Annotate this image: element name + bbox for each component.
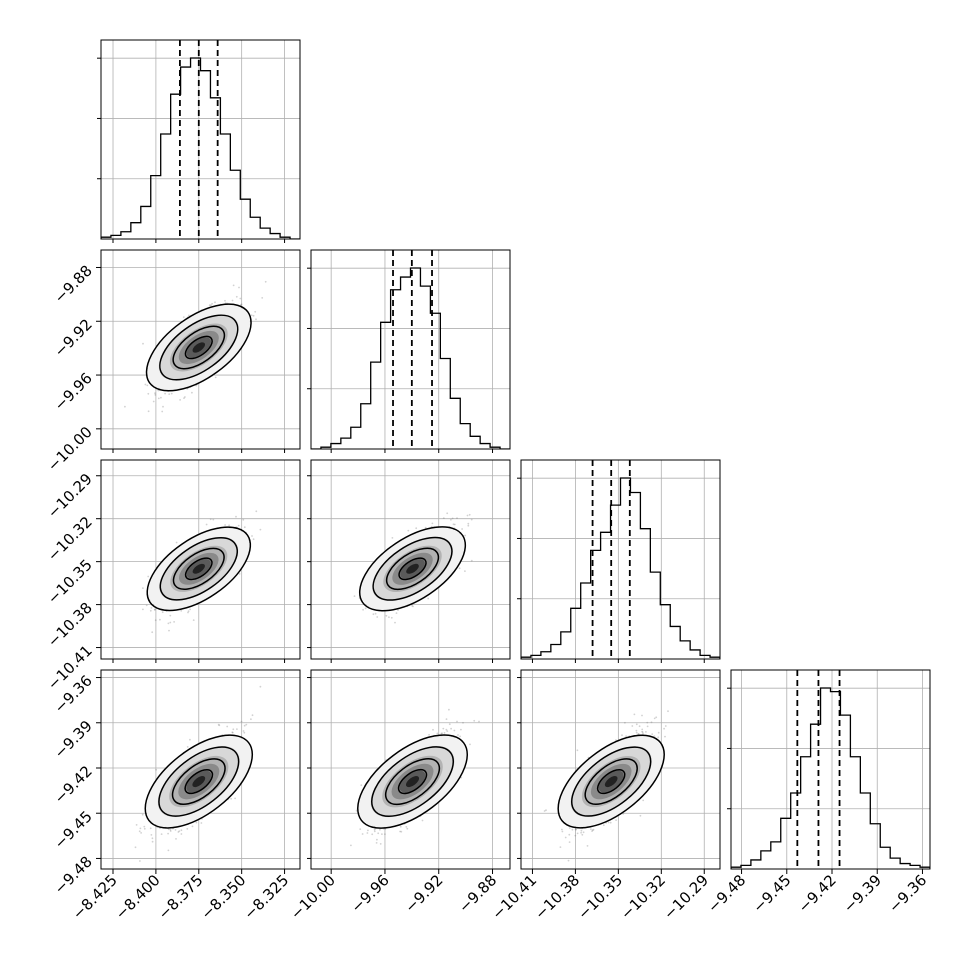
contour-line: [146, 526, 252, 612]
x-tick-label: −8.325: [240, 871, 292, 923]
contour-line: [171, 758, 226, 806]
x-tick-label: −10.32: [617, 871, 669, 923]
x-tick-label: −9.48: [704, 871, 749, 916]
contour-line: [145, 303, 252, 392]
x-tick-label: −8.400: [112, 871, 164, 923]
histogram-panel-3: −9.48 −9.45 −9.42 −9.39 −9.36: [704, 669, 931, 916]
scatter-panel-2-1: [307, 459, 511, 663]
y-tick-label: −10.00: [44, 423, 96, 475]
density-fill: [406, 563, 419, 574]
contour-line: [144, 734, 254, 829]
axes-frame: [520, 669, 721, 870]
contour-line: [596, 768, 626, 795]
contour-line: [398, 557, 427, 581]
contour-line: [385, 547, 440, 591]
contour-line: [172, 547, 225, 590]
histogram-panel-1: [307, 249, 511, 453]
contour-line: [159, 314, 239, 381]
contour-line: [372, 536, 453, 601]
x-tick-label: −9.42: [795, 871, 840, 916]
axes-frame: [310, 459, 511, 660]
y-tick-label: −9.45: [51, 807, 96, 852]
x-tick-label: −10.41: [488, 871, 540, 923]
contour-line: [584, 758, 638, 805]
axes-frame: [100, 249, 301, 450]
y-tick-label: −10.32: [44, 513, 96, 565]
axes-frame: [520, 459, 721, 660]
contour-line: [159, 537, 238, 601]
y-tick-label: −10.29: [44, 470, 96, 522]
scatter-panel-2-0: −10.41−10.38−10.35−10.32−10.29: [44, 459, 301, 694]
y-tick-label: −10.35: [44, 556, 96, 608]
y-tick-label: −9.92: [51, 315, 96, 360]
scatter-panel-3-1: −10.00 −9.96 −9.92 −9.88: [287, 669, 511, 923]
histogram-step: [521, 477, 720, 659]
contour-line: [172, 325, 226, 370]
x-tick-label: −9.92: [401, 871, 446, 916]
x-tick-label: −10.29: [660, 871, 712, 923]
x-tick-label: −10.38: [531, 871, 583, 923]
contour-line: [158, 746, 240, 817]
x-tick-label: −9.36: [885, 871, 930, 916]
contour-line: [358, 526, 467, 612]
histogram-step: [311, 267, 510, 449]
x-tick-label: −9.96: [348, 871, 393, 916]
axes-frame: [100, 459, 301, 660]
contour-line: [370, 746, 455, 817]
density-fill: [405, 776, 420, 788]
y-tick-label: −9.39: [51, 717, 96, 762]
density-fill: [192, 342, 206, 353]
scatter-panel-3-2: −10.41−10.38−10.35−10.32−10.29: [488, 669, 721, 923]
axes-frame: [310, 669, 511, 870]
x-tick-label: −9.45: [749, 871, 794, 916]
x-tick-label: −8.350: [198, 871, 250, 923]
x-tick-label: −9.39: [840, 871, 885, 916]
histogram-step: [731, 687, 930, 869]
contour-line: [184, 768, 214, 795]
axes-frame: [730, 669, 931, 870]
x-tick-label: −8.375: [155, 871, 207, 923]
scatter-panel-3-0: −8.425−8.400−8.375−8.350−8.325−9.48−9.45…: [51, 669, 301, 923]
y-tick-label: −10.38: [44, 599, 96, 651]
contour-line: [384, 758, 441, 806]
contour-line: [357, 734, 469, 829]
x-tick-label: −10.00: [287, 871, 339, 923]
axes-frame: [100, 669, 301, 870]
contour-line: [184, 557, 213, 581]
scatter-panel-1-0: −10.00 −9.96 −9.92 −9.88: [44, 249, 301, 475]
contour-line: [184, 335, 213, 360]
y-tick-label: −9.88: [51, 262, 96, 307]
contour-line: [570, 746, 652, 817]
histogram-panel-0: [97, 39, 301, 243]
density-fill: [192, 563, 205, 574]
contour-line: [397, 768, 428, 795]
density-fill: [604, 776, 618, 788]
density-fill: [192, 776, 206, 788]
axes-frame: [310, 249, 511, 450]
contour-line: [557, 734, 665, 829]
y-tick-label: −9.96: [51, 369, 96, 414]
axes-frame: [100, 39, 301, 240]
x-tick-label: −10.35: [574, 871, 626, 923]
histogram-panel-2: [517, 459, 721, 663]
histogram-step: [101, 57, 300, 239]
y-tick-label: −9.42: [51, 762, 96, 807]
